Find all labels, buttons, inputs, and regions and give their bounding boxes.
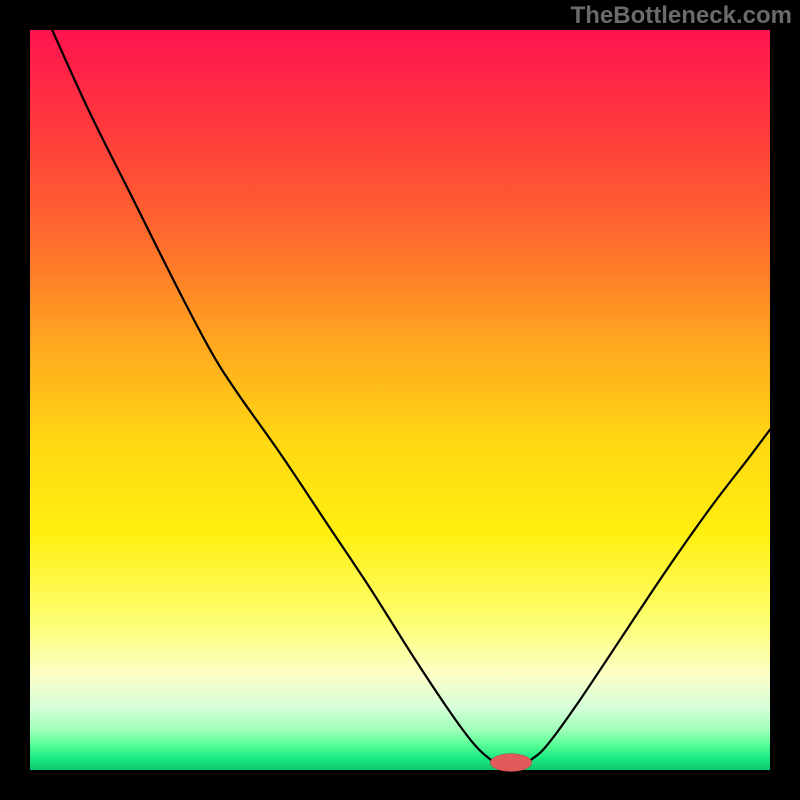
optimal-marker <box>490 754 531 772</box>
watermark-text: TheBottleneck.com <box>571 2 792 30</box>
chart-svg <box>0 0 800 800</box>
chart-stage: TheBottleneck.com <box>0 0 800 800</box>
plot-background <box>30 30 770 770</box>
